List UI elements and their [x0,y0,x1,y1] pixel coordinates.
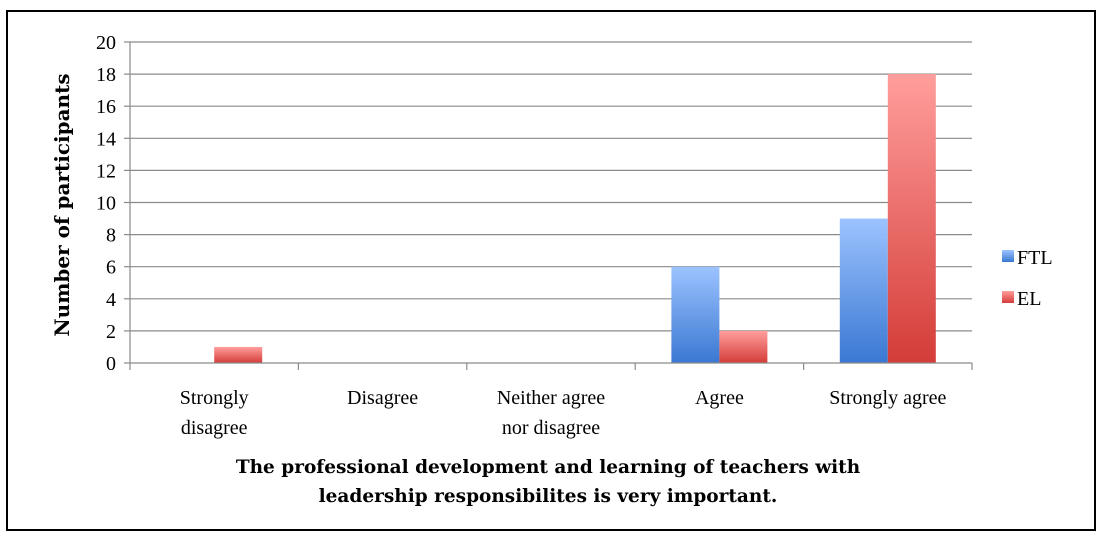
y-tick-label: 2 [106,321,116,343]
bar-ftl-4 [839,218,888,363]
bar-ftl-3 [671,266,720,363]
legend-swatch-el [1002,291,1014,303]
legend-label-ftl: FTL [1017,247,1053,269]
x-axis-label-line: The professional development and learnin… [236,457,861,478]
x-axis-label-line: leadership responsibilites is very impor… [319,486,778,507]
y-tick-label: 4 [106,289,116,311]
x-category-labels: Strongly disagree Disagree Neither agree nor… [180,387,947,439]
x-tick-label: Disagree [347,387,418,409]
legend: FTL EL [1002,247,1053,310]
bar-el-0 [214,346,263,363]
y-tick-label: 18 [96,64,116,86]
x-tick-label: Agree [695,387,744,409]
y-axis-label: Number of participants [50,73,74,336]
y-tick-label: 16 [96,96,116,118]
y-tick-label: 10 [96,193,116,215]
y-tick-label: 8 [106,225,116,247]
x-tick-label: Neither agree nor disagree [497,387,605,439]
legend-label-el: EL [1017,288,1041,310]
gridlines [124,41,972,364]
legend-swatch-ftl [1002,250,1014,262]
y-tick-label: 12 [96,160,116,182]
x-tick-label: Strongly disagree [180,387,249,439]
bar-el-4 [887,74,936,363]
y-tick-label: 0 [106,353,116,375]
y-tick-labels: 0 2 4 6 8 10 12 14 16 18 20 [96,32,116,375]
bars [214,74,936,363]
y-tick-label: 14 [96,128,116,150]
bar-el-3 [719,330,768,363]
y-tick-label: 6 [106,257,116,279]
axes [129,42,973,370]
x-axis-label: The professional development and learnin… [236,457,861,507]
y-tick-label: 20 [96,32,116,54]
x-tick-label: Strongly agree [829,387,946,409]
